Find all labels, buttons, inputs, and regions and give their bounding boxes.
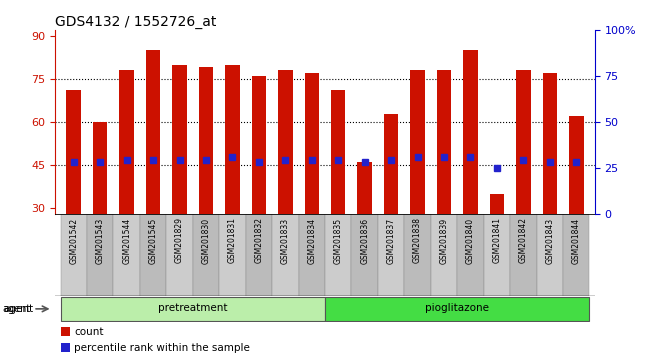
Bar xyxy=(510,214,536,296)
Bar xyxy=(431,214,457,296)
Text: GSM201833: GSM201833 xyxy=(281,217,290,263)
Bar xyxy=(410,70,425,214)
Text: GSM201844: GSM201844 xyxy=(572,217,580,263)
Bar xyxy=(66,91,81,214)
Text: pretreatment: pretreatment xyxy=(158,303,227,313)
Bar xyxy=(172,65,187,214)
Bar xyxy=(246,214,272,296)
Bar xyxy=(304,73,319,214)
Bar xyxy=(146,50,161,214)
Text: count: count xyxy=(74,327,103,337)
Text: GDS4132 / 1552726_at: GDS4132 / 1552726_at xyxy=(55,15,216,29)
Bar xyxy=(352,214,378,296)
Text: GSM201843: GSM201843 xyxy=(545,217,554,263)
Bar xyxy=(563,214,590,296)
Bar xyxy=(384,114,398,214)
Bar xyxy=(60,297,325,321)
Bar xyxy=(120,70,134,214)
Bar xyxy=(358,162,372,214)
Text: GSM201835: GSM201835 xyxy=(333,217,343,263)
Text: GSM201543: GSM201543 xyxy=(96,217,105,264)
Bar xyxy=(378,214,404,296)
Bar xyxy=(219,214,246,296)
Text: GSM201545: GSM201545 xyxy=(149,217,157,264)
Text: GSM201839: GSM201839 xyxy=(439,217,448,263)
Text: GSM201832: GSM201832 xyxy=(254,217,263,263)
Bar xyxy=(278,70,292,214)
Text: pioglitazone: pioglitazone xyxy=(425,303,489,313)
Bar xyxy=(193,214,219,296)
Bar xyxy=(536,214,563,296)
Text: GSM201834: GSM201834 xyxy=(307,217,317,263)
Bar xyxy=(489,194,504,214)
Text: agent: agent xyxy=(3,304,33,314)
Bar xyxy=(404,214,431,296)
Text: GSM201837: GSM201837 xyxy=(387,217,396,263)
Text: GSM201841: GSM201841 xyxy=(493,217,501,263)
Bar xyxy=(60,327,70,336)
Text: GSM201831: GSM201831 xyxy=(228,217,237,263)
Bar xyxy=(87,214,114,296)
Bar xyxy=(457,214,484,296)
Bar xyxy=(331,91,346,214)
Text: GSM201542: GSM201542 xyxy=(70,217,78,263)
Bar xyxy=(516,70,530,214)
Bar xyxy=(325,297,590,321)
Text: GSM201842: GSM201842 xyxy=(519,217,528,263)
Bar xyxy=(93,122,107,214)
Text: agent: agent xyxy=(3,304,31,314)
Text: percentile rank within the sample: percentile rank within the sample xyxy=(74,343,250,353)
Bar xyxy=(60,343,70,353)
Bar xyxy=(60,214,87,296)
Bar xyxy=(166,214,193,296)
Bar xyxy=(569,116,584,214)
Bar xyxy=(140,214,166,296)
Bar xyxy=(199,68,213,214)
Bar xyxy=(272,214,298,296)
Text: GSM201836: GSM201836 xyxy=(360,217,369,263)
Text: GSM201544: GSM201544 xyxy=(122,217,131,264)
Bar xyxy=(225,65,240,214)
Bar xyxy=(437,70,451,214)
Bar xyxy=(114,214,140,296)
Text: GSM201838: GSM201838 xyxy=(413,217,422,263)
Bar xyxy=(325,214,352,296)
Bar xyxy=(298,214,325,296)
Bar xyxy=(463,50,478,214)
Bar xyxy=(252,76,266,214)
Text: GSM201840: GSM201840 xyxy=(466,217,475,263)
Text: GSM201829: GSM201829 xyxy=(175,217,184,263)
Bar xyxy=(543,73,557,214)
Text: GSM201830: GSM201830 xyxy=(202,217,211,263)
Bar xyxy=(484,214,510,296)
